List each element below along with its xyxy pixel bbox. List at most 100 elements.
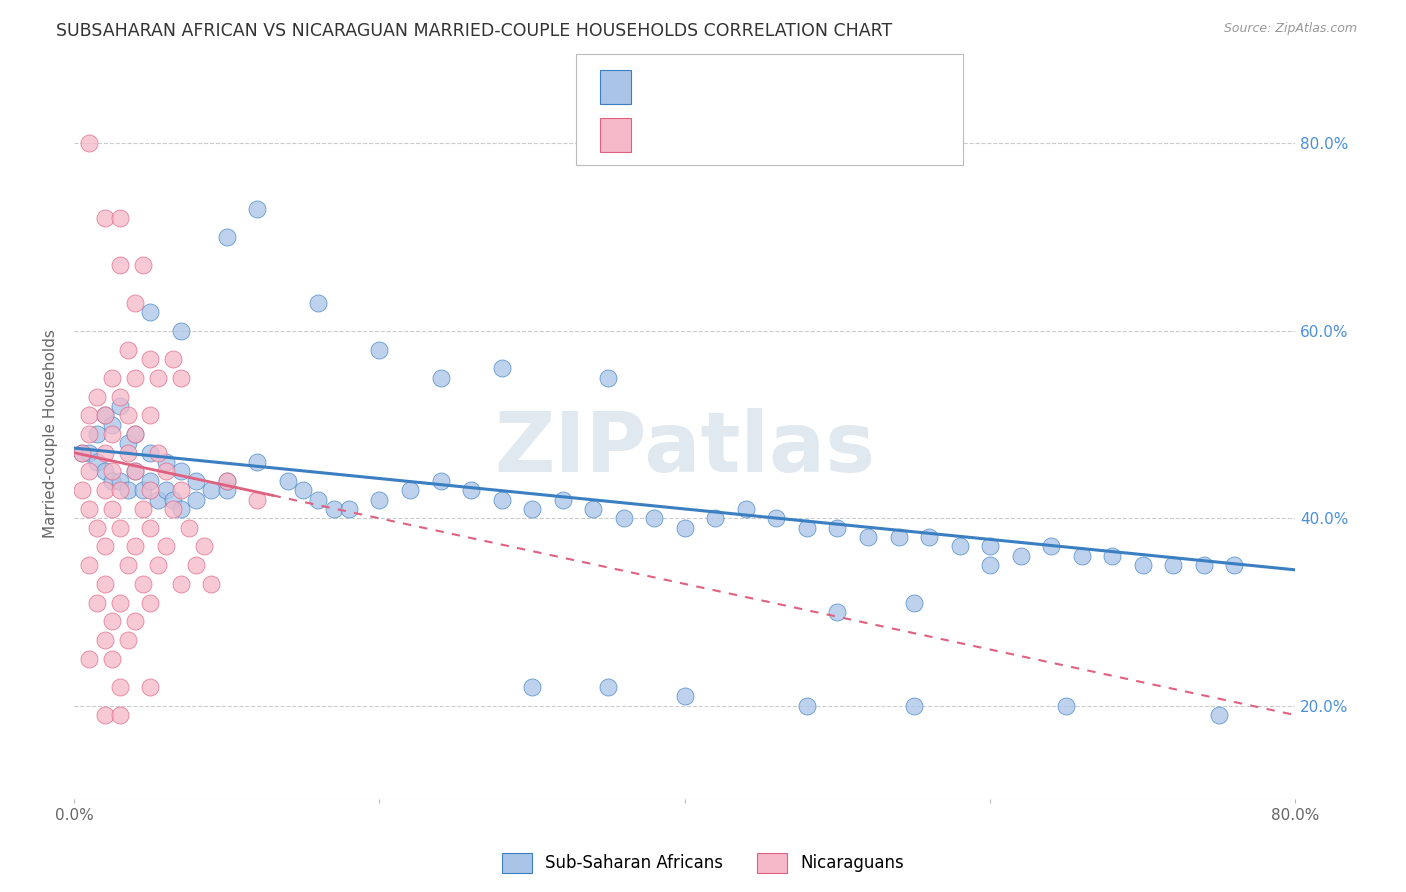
Point xyxy=(117,633,139,648)
Point xyxy=(139,351,162,366)
Point xyxy=(93,708,115,723)
Point xyxy=(170,502,193,516)
Point xyxy=(146,446,169,460)
Point xyxy=(93,577,115,591)
Point xyxy=(101,652,124,666)
Point xyxy=(170,577,193,591)
Point xyxy=(307,492,329,507)
Point xyxy=(155,455,177,469)
Point xyxy=(79,409,101,423)
Text: SUBSAHARAN AFRICAN VS NICARAGUAN MARRIED-COUPLE HOUSEHOLDS CORRELATION CHART: SUBSAHARAN AFRICAN VS NICARAGUAN MARRIED… xyxy=(56,22,893,40)
Point xyxy=(70,446,93,460)
Point xyxy=(429,370,451,384)
Point xyxy=(734,502,756,516)
Point xyxy=(399,483,422,498)
Point xyxy=(146,558,169,573)
Point xyxy=(856,530,879,544)
Point xyxy=(215,483,238,498)
Point xyxy=(246,492,269,507)
Point xyxy=(101,370,124,384)
Point xyxy=(673,521,696,535)
Point xyxy=(93,211,115,226)
Text: -0.173: -0.173 xyxy=(681,126,742,144)
Point xyxy=(277,474,299,488)
Point xyxy=(108,596,131,610)
Point xyxy=(132,502,155,516)
Point xyxy=(108,483,131,498)
Text: R =: R = xyxy=(645,126,683,144)
Point xyxy=(79,465,101,479)
Point xyxy=(551,492,574,507)
Text: N =: N = xyxy=(762,78,811,95)
Y-axis label: Married-couple Households: Married-couple Households xyxy=(44,329,58,539)
Point xyxy=(139,483,162,498)
Point xyxy=(70,483,93,498)
Point xyxy=(1163,558,1185,573)
Point xyxy=(108,211,131,226)
Point xyxy=(765,511,787,525)
Point xyxy=(101,502,124,516)
Point xyxy=(124,465,146,479)
Point xyxy=(101,427,124,442)
Point xyxy=(170,483,193,498)
Point xyxy=(93,633,115,648)
Point xyxy=(79,652,101,666)
Point xyxy=(70,446,93,460)
Point xyxy=(429,474,451,488)
Point xyxy=(796,521,818,535)
Point xyxy=(200,483,222,498)
Point xyxy=(139,474,162,488)
Point xyxy=(124,427,146,442)
Point xyxy=(796,698,818,713)
Point xyxy=(101,465,124,479)
Point xyxy=(186,474,208,488)
Point xyxy=(1010,549,1032,563)
Point xyxy=(704,511,727,525)
Point xyxy=(155,483,177,498)
Point xyxy=(139,521,162,535)
Point xyxy=(613,511,636,525)
Point xyxy=(117,558,139,573)
Point xyxy=(246,455,269,469)
Point xyxy=(520,680,543,694)
Text: 80: 80 xyxy=(804,78,828,95)
Point xyxy=(155,465,177,479)
Point xyxy=(93,446,115,460)
Point xyxy=(139,596,162,610)
Point xyxy=(582,502,605,516)
Point xyxy=(93,409,115,423)
Point xyxy=(117,446,139,460)
Point xyxy=(1101,549,1123,563)
Point xyxy=(887,530,910,544)
Point xyxy=(101,615,124,629)
Point xyxy=(86,521,108,535)
Text: 71: 71 xyxy=(804,126,828,144)
Point xyxy=(1132,558,1154,573)
Point xyxy=(177,521,200,535)
Text: -0.143: -0.143 xyxy=(681,78,742,95)
Point xyxy=(108,399,131,413)
Point xyxy=(827,605,849,619)
Point xyxy=(86,596,108,610)
Point xyxy=(93,409,115,423)
Point xyxy=(124,370,146,384)
Text: Source: ZipAtlas.com: Source: ZipAtlas.com xyxy=(1223,22,1357,36)
Point xyxy=(186,492,208,507)
Point xyxy=(117,409,139,423)
Point xyxy=(79,502,101,516)
Point xyxy=(101,417,124,432)
Point xyxy=(155,540,177,554)
Point xyxy=(673,690,696,704)
Point xyxy=(93,465,115,479)
Point xyxy=(146,492,169,507)
Text: R =: R = xyxy=(645,78,683,95)
Point xyxy=(292,483,315,498)
Point xyxy=(101,474,124,488)
Point xyxy=(460,483,482,498)
Point xyxy=(108,680,131,694)
Point xyxy=(918,530,941,544)
Point xyxy=(146,370,169,384)
Point xyxy=(337,502,360,516)
Point xyxy=(132,483,155,498)
Point xyxy=(170,324,193,338)
